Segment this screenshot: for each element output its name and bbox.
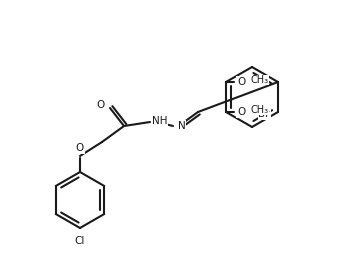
Text: CH₃: CH₃ <box>250 105 268 115</box>
Text: O: O <box>237 107 245 117</box>
Text: Cl: Cl <box>75 236 85 246</box>
Text: O: O <box>237 77 245 87</box>
Text: O: O <box>97 100 105 110</box>
Text: NH: NH <box>152 116 168 126</box>
Text: N: N <box>178 121 186 131</box>
Text: Br: Br <box>258 109 270 119</box>
Text: O: O <box>76 143 84 153</box>
Text: CH₃: CH₃ <box>250 75 268 85</box>
